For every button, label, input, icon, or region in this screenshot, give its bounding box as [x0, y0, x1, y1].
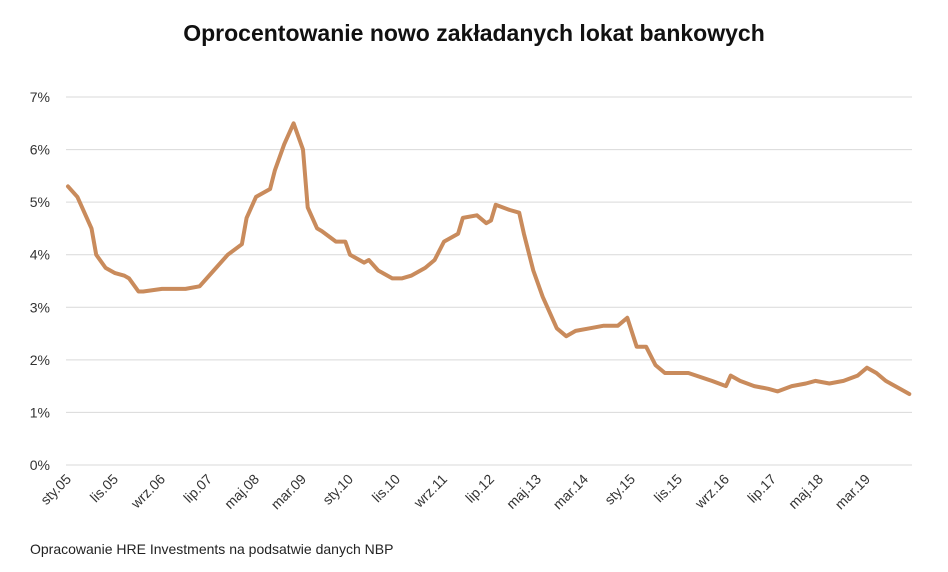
- x-tick-label: mar.19: [832, 471, 874, 513]
- x-tick-label: maj.08: [221, 471, 262, 512]
- chart-title: Oprocentowanie nowo zakładanych lokat ba…: [183, 20, 765, 46]
- x-tick-label: lip.17: [744, 471, 779, 506]
- y-tick-label: 7%: [30, 89, 50, 105]
- y-tick-label: 4%: [30, 247, 50, 263]
- x-tick-label: sty.10: [319, 471, 356, 508]
- y-tick-label: 1%: [30, 404, 50, 420]
- x-tick-label: lis.05: [87, 471, 122, 506]
- y-tick-label: 0%: [30, 457, 50, 473]
- x-tick-label: sty.15: [601, 471, 638, 508]
- x-tick-label: lip.07: [180, 471, 215, 506]
- y-tick-label: 6%: [30, 142, 50, 158]
- series-line: [66, 121, 912, 396]
- x-tick-label: mar.09: [268, 471, 310, 513]
- x-tick-label: wrz.06: [127, 471, 168, 512]
- x-tick-label: lip.12: [462, 471, 497, 506]
- x-tick-label: lis.15: [651, 471, 686, 506]
- chart-source-note: Opracowanie HRE Investments na podsatwie…: [30, 541, 394, 557]
- y-tick-label: 5%: [30, 194, 50, 210]
- x-tick-label: lis.10: [369, 471, 404, 506]
- y-tick-label: 2%: [30, 352, 50, 368]
- x-tick-label: maj.18: [785, 471, 826, 512]
- x-tick-label: wrz.16: [691, 471, 732, 512]
- y-tick-label: 3%: [30, 299, 50, 315]
- x-tick-label: maj.13: [503, 471, 544, 512]
- x-tick-label: sty.05: [37, 471, 74, 508]
- x-tick-label: wrz.11: [410, 471, 451, 512]
- x-tick-label: mar.14: [550, 471, 592, 513]
